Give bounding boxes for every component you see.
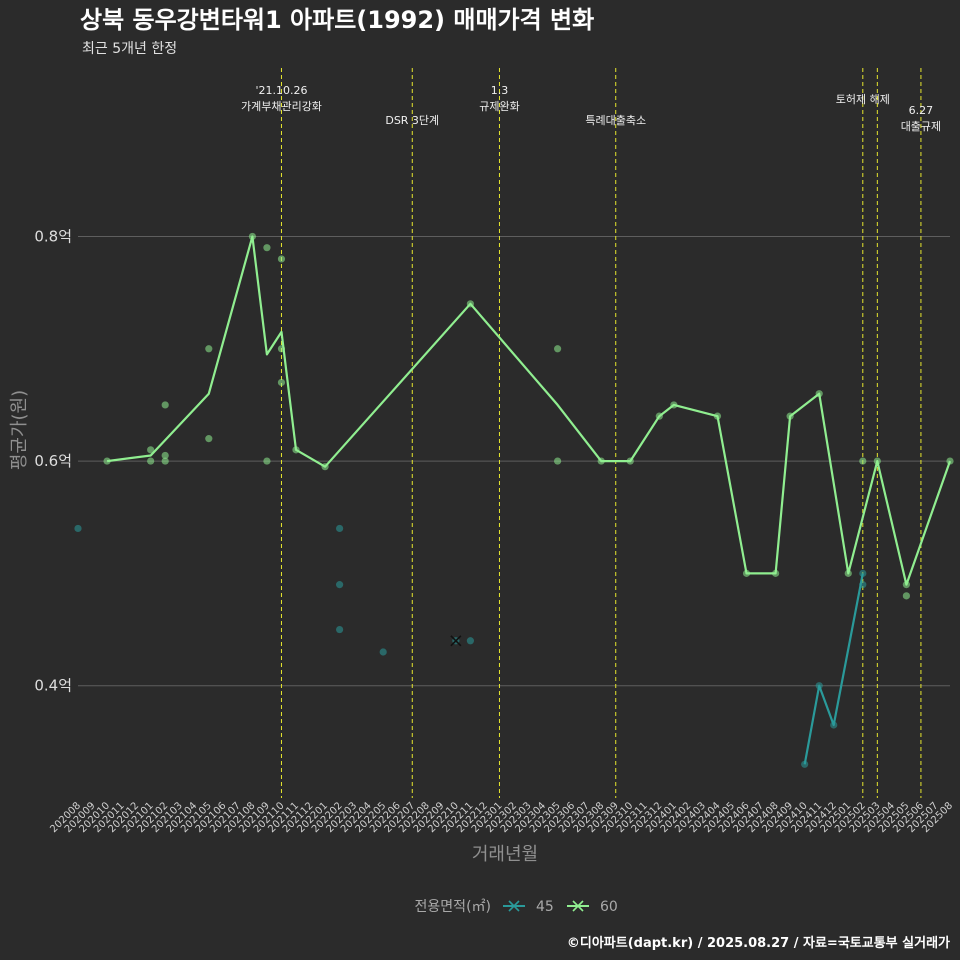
series-45-line — [803, 573, 864, 765]
event-label: 1.3 — [491, 84, 509, 97]
event-label: 6.27 — [909, 104, 934, 117]
series-60-point — [161, 451, 169, 460]
series-45-point — [336, 625, 344, 634]
legend-title: 전용면적(㎡) — [415, 899, 491, 915]
y-axis-title: 평균가(원) — [9, 390, 30, 470]
y-axis-ticks: 0.4억 0.6억 0.8억 — [34, 227, 72, 694]
series-60-point — [554, 457, 562, 465]
legend-item-60: 60 — [567, 899, 618, 915]
event-label: 규제완화 — [479, 100, 519, 113]
series-45-point — [336, 581, 344, 589]
series-45-point — [801, 760, 809, 768]
x-axis-title: 거래년월 — [472, 844, 538, 865]
event-label: 특례대출축소 — [585, 114, 646, 127]
series-45-point — [466, 637, 474, 645]
series-60-point — [946, 457, 954, 465]
y-tick-label: 0.4억 — [34, 677, 72, 695]
series-60-point — [161, 401, 169, 409]
cross-stroke — [450, 635, 462, 647]
series-45-point — [859, 569, 867, 577]
series-45-point — [336, 524, 344, 533]
series-60-point — [554, 345, 562, 353]
event-label: 대출규제 — [901, 120, 941, 133]
x-axis-ticks: 2020082020092020102020112020122021012021… — [48, 800, 955, 835]
series-60-point — [859, 457, 867, 465]
legend-label: 45 — [536, 899, 554, 915]
chart-subtitle: 최근 5개년 한정 — [82, 41, 177, 57]
event-label: '21.10.26 — [255, 84, 307, 97]
y-tick-label: 0.8억 — [34, 227, 72, 245]
y-tick-label: 0.6억 — [34, 452, 72, 470]
source-caption: ©디아파트(dapt.kr) / 2025.08.27 / 자료=국토교통부 실… — [567, 935, 950, 951]
series-60-point — [205, 345, 213, 353]
event-label: DSR 3단계 — [385, 114, 439, 127]
legend: 전용면적(㎡) 45 60 — [415, 899, 618, 915]
grid-lines — [78, 235, 950, 687]
legend-label: 60 — [600, 899, 618, 915]
event-label: 가계부채관리강화 — [241, 100, 322, 113]
series-45-point — [74, 524, 82, 533]
legend-swatch-cross — [572, 900, 584, 912]
series-60-point — [147, 446, 155, 454]
series-45-cross-marker — [450, 635, 462, 647]
series-60-point — [277, 255, 286, 263]
chart-title: 상북 동우강변타워1 아파트(1992) 매매가격 변화 — [80, 6, 594, 34]
series-60-point — [263, 457, 271, 465]
series-60-point — [902, 592, 911, 600]
series-60-line — [106, 235, 952, 586]
legend-swatch-cross — [508, 900, 520, 912]
series-60-point — [277, 378, 286, 387]
legend-item-45: 45 — [503, 899, 554, 915]
series-60-point — [263, 244, 271, 252]
legend-items: 45 60 — [503, 899, 618, 915]
series-60-point — [103, 457, 111, 465]
series-60-point — [147, 457, 155, 465]
series-layer — [74, 232, 954, 768]
event-label: 토허제 해제 — [836, 92, 890, 106]
series-60-point — [205, 435, 213, 443]
series-45-point — [379, 648, 387, 656]
series-60-point — [161, 457, 169, 465]
